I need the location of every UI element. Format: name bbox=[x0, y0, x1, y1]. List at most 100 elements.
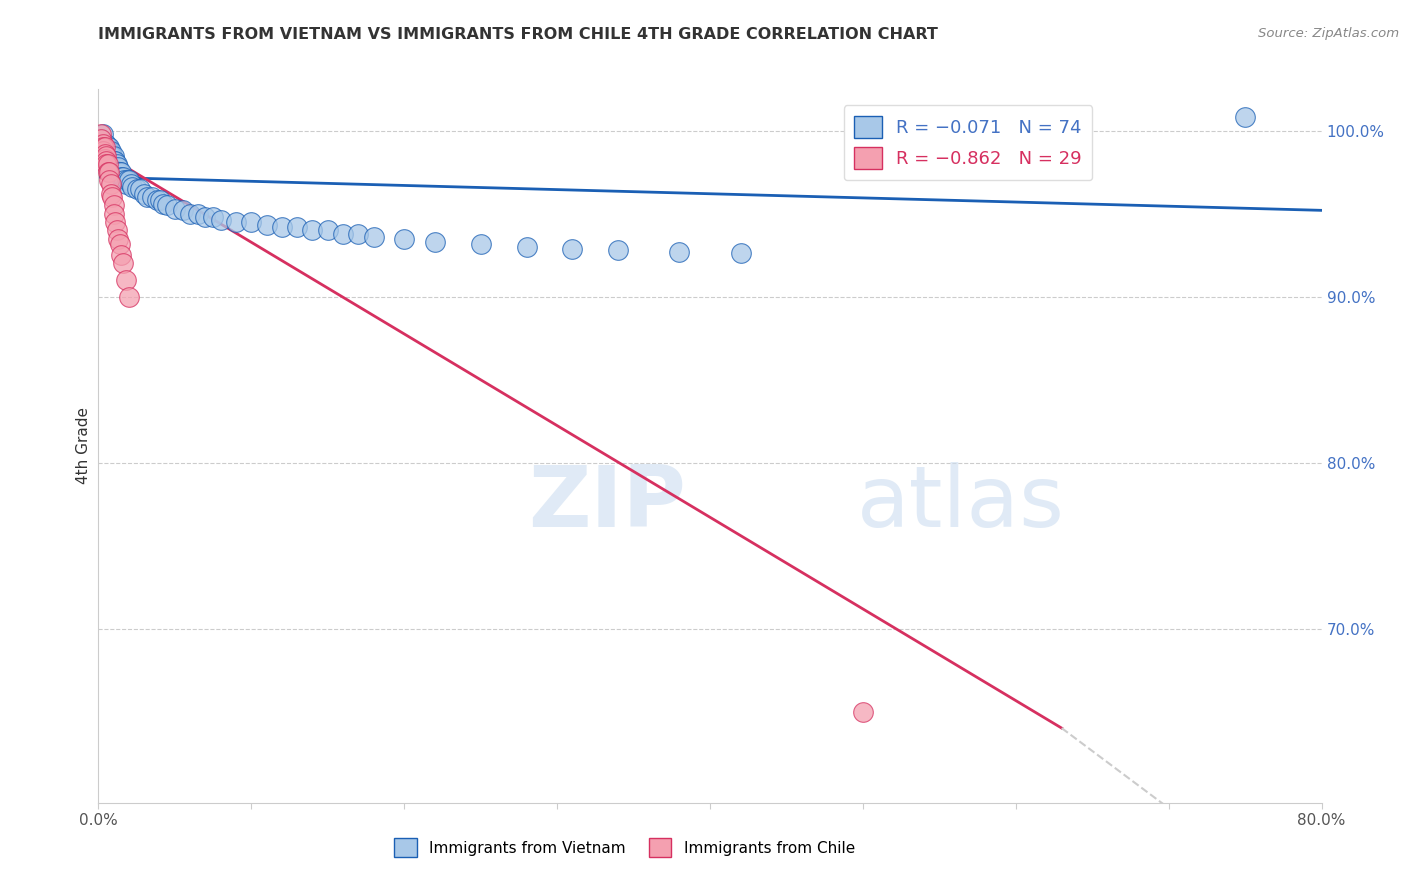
Point bbox=[145, 194, 167, 208]
Point bbox=[98, 173, 121, 187]
Point bbox=[136, 190, 159, 204]
Point bbox=[103, 207, 125, 221]
Point bbox=[98, 148, 121, 162]
Point bbox=[607, 243, 630, 257]
Point bbox=[103, 148, 125, 162]
Legend: Immigrants from Vietnam, Immigrants from Chile: Immigrants from Vietnam, Immigrants from… bbox=[388, 832, 860, 863]
Point bbox=[100, 148, 122, 162]
Point bbox=[347, 227, 370, 241]
Point bbox=[105, 163, 128, 178]
Point bbox=[156, 198, 179, 212]
Point bbox=[730, 246, 752, 260]
Point bbox=[149, 194, 172, 208]
Point bbox=[120, 177, 142, 191]
Point bbox=[316, 223, 339, 237]
Point bbox=[91, 144, 114, 158]
Point bbox=[118, 290, 141, 304]
Point bbox=[112, 173, 135, 187]
Point bbox=[90, 127, 112, 141]
Point bbox=[152, 196, 174, 211]
Point bbox=[101, 190, 124, 204]
Point bbox=[202, 210, 225, 224]
Point bbox=[105, 157, 128, 171]
Point bbox=[115, 177, 138, 191]
Point bbox=[561, 242, 583, 256]
Point bbox=[91, 127, 114, 141]
Point bbox=[516, 240, 538, 254]
Point bbox=[100, 186, 122, 201]
Point bbox=[94, 144, 117, 158]
Point bbox=[163, 202, 186, 216]
Point bbox=[115, 273, 138, 287]
Point bbox=[187, 207, 209, 221]
Point bbox=[97, 153, 120, 168]
Text: atlas: atlas bbox=[856, 461, 1064, 545]
Point bbox=[94, 148, 117, 162]
Point bbox=[105, 223, 128, 237]
Point bbox=[111, 170, 134, 185]
Point bbox=[100, 144, 122, 158]
Point bbox=[108, 236, 131, 251]
Point bbox=[194, 210, 217, 224]
Point bbox=[98, 165, 121, 179]
Point bbox=[172, 203, 194, 218]
Point bbox=[141, 190, 163, 204]
Point bbox=[668, 244, 690, 259]
Point bbox=[90, 132, 112, 146]
Point bbox=[134, 186, 156, 201]
Point bbox=[100, 177, 122, 191]
Point bbox=[103, 153, 125, 168]
Point bbox=[97, 165, 120, 179]
Point bbox=[93, 140, 115, 154]
Point bbox=[94, 153, 117, 168]
Point bbox=[94, 136, 117, 151]
Point bbox=[98, 144, 121, 158]
Point bbox=[97, 148, 120, 162]
Point bbox=[108, 165, 131, 179]
Point bbox=[117, 173, 139, 187]
Point bbox=[107, 160, 129, 174]
Point bbox=[93, 152, 115, 166]
Point bbox=[852, 705, 875, 719]
Point bbox=[93, 148, 115, 162]
Point bbox=[332, 227, 354, 241]
Point bbox=[93, 140, 115, 154]
Point bbox=[121, 180, 143, 194]
Point bbox=[209, 213, 232, 227]
Point bbox=[91, 140, 114, 154]
Text: ZIP: ZIP bbox=[527, 461, 686, 545]
Text: Source: ZipAtlas.com: Source: ZipAtlas.com bbox=[1258, 27, 1399, 40]
Point bbox=[1234, 111, 1257, 125]
Point bbox=[94, 157, 117, 171]
Point bbox=[470, 236, 492, 251]
Point bbox=[94, 148, 117, 162]
Point bbox=[179, 207, 201, 221]
Point bbox=[128, 182, 150, 196]
Point bbox=[111, 256, 134, 270]
Point bbox=[101, 148, 124, 162]
Point bbox=[103, 198, 125, 212]
Point bbox=[93, 147, 115, 161]
Point bbox=[363, 230, 385, 244]
Point bbox=[423, 235, 446, 249]
Point bbox=[98, 153, 121, 168]
Point bbox=[97, 157, 120, 171]
Point bbox=[101, 153, 124, 168]
Point bbox=[285, 219, 308, 234]
Point bbox=[256, 219, 278, 233]
Y-axis label: 4th Grade: 4th Grade bbox=[76, 408, 91, 484]
Point bbox=[91, 136, 114, 151]
Point bbox=[225, 215, 247, 229]
Point bbox=[107, 231, 129, 245]
Text: IMMIGRANTS FROM VIETNAM VS IMMIGRANTS FROM CHILE 4TH GRADE CORRELATION CHART: IMMIGRANTS FROM VIETNAM VS IMMIGRANTS FR… bbox=[98, 27, 938, 42]
Point bbox=[301, 223, 323, 237]
Point bbox=[104, 215, 127, 229]
Point bbox=[110, 170, 132, 185]
Point bbox=[104, 153, 127, 168]
Point bbox=[110, 165, 132, 179]
Point bbox=[270, 219, 292, 234]
Point bbox=[392, 231, 416, 245]
Point bbox=[118, 173, 141, 187]
Point bbox=[97, 144, 120, 158]
Point bbox=[97, 140, 120, 154]
